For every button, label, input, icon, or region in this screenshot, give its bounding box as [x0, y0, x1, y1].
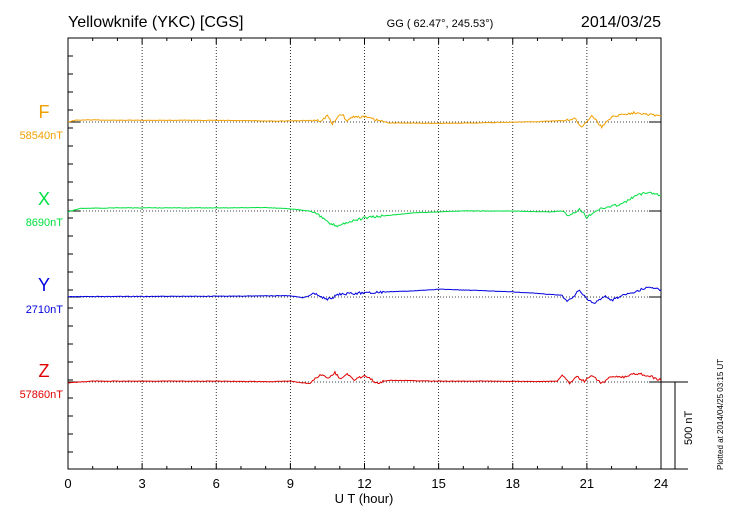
- x-tick-label-21: 21: [580, 476, 594, 491]
- axis-layer: 0 3 6 9 12 15 18 21 24: [64, 38, 668, 491]
- series-line-x: [67, 191, 661, 228]
- x-axis-label: U T (hour): [335, 491, 394, 506]
- x-tick-label-0: 0: [64, 476, 71, 491]
- series-line-y: [67, 286, 662, 304]
- series-name-f: F: [39, 102, 50, 122]
- x-tick-label-12: 12: [357, 476, 371, 491]
- scale-bar: 500 nT: [661, 381, 695, 470]
- x-tick-label-24: 24: [654, 476, 668, 491]
- series-baseline-f: 58540nT: [20, 130, 64, 142]
- x-tick-label-6: 6: [213, 476, 220, 491]
- series-line-z: [67, 370, 662, 385]
- label-layer: F 58540nT X 8690nT Y 2710nT Z 57860nT: [20, 102, 64, 401]
- grid-layer: [141, 38, 588, 469]
- series-name-y: Y: [38, 275, 50, 295]
- plotted-note: Plotted at 2014/04/25 03:15 UT: [716, 359, 725, 470]
- chart-title: Yellowknife (YKC) [CGS]: [68, 14, 243, 31]
- series-layer: [67, 110, 662, 385]
- series-baseline-y: 2710nT: [26, 304, 64, 316]
- series-baseline-x: 8690nT: [26, 217, 64, 229]
- x-tick-label-9: 9: [287, 476, 294, 491]
- series-baseline-z: 57860nT: [20, 389, 64, 401]
- series-name-z: Z: [39, 361, 50, 381]
- series-line-f: [67, 110, 662, 130]
- chart-date: 2014/03/25: [581, 14, 661, 31]
- x-tick-label-3: 3: [139, 476, 146, 491]
- x-tick-label-15: 15: [431, 476, 445, 491]
- x-tick-label-18: 18: [506, 476, 520, 491]
- scale-bar-label: 500 nT: [683, 410, 695, 445]
- station-coordinates: GG ( 62.47°, 245.53°): [387, 18, 494, 30]
- series-name-x: X: [38, 189, 50, 209]
